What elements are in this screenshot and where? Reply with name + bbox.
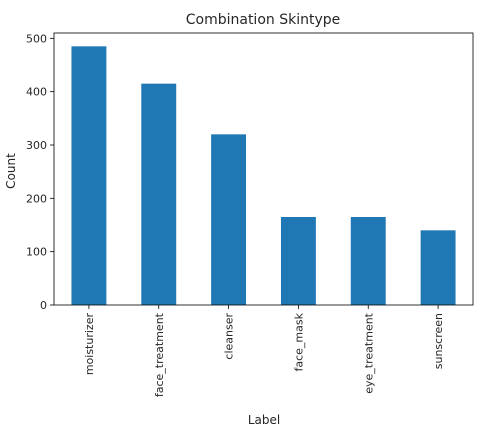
x-tick-label-moisturizer: moisturizer: [83, 313, 96, 376]
y-axis-title: Count: [4, 153, 18, 189]
y-tick-label-4: 400: [26, 86, 47, 99]
axes-frame: [53, 32, 474, 306]
chart-title: Combination Skintype: [186, 12, 341, 28]
y-tick-label-3: 300: [26, 139, 47, 152]
bar-cleanser: [211, 134, 247, 305]
y-tick-label-5: 500: [26, 32, 47, 45]
x-axis-title: Label: [248, 413, 280, 427]
bar-sunscreen: [420, 230, 456, 305]
x-tick-label-eye-treatment: eye_treatment: [362, 312, 375, 393]
y-tick-label-0: 0: [40, 299, 47, 312]
y-tick-label-2: 200: [26, 192, 47, 205]
x-tick-label-face-treatment: face_treatment: [153, 312, 166, 397]
y-tick-label-1: 100: [26, 246, 47, 259]
plot-area: 0 100 200 300 400 500 moisturizer face_treatmen…: [26, 32, 474, 397]
x-tick-label-sunscreen: sunscreen: [432, 313, 445, 369]
bar-face-mask: [280, 217, 316, 305]
bar-face-treatment: [141, 83, 177, 306]
x-tick-label-cleanser: cleanser: [223, 313, 236, 360]
x-tick-label-face-mask: face_mask: [292, 312, 305, 371]
bar-eye-treatment: [350, 217, 386, 305]
bar-moisturizer: [71, 46, 107, 305]
